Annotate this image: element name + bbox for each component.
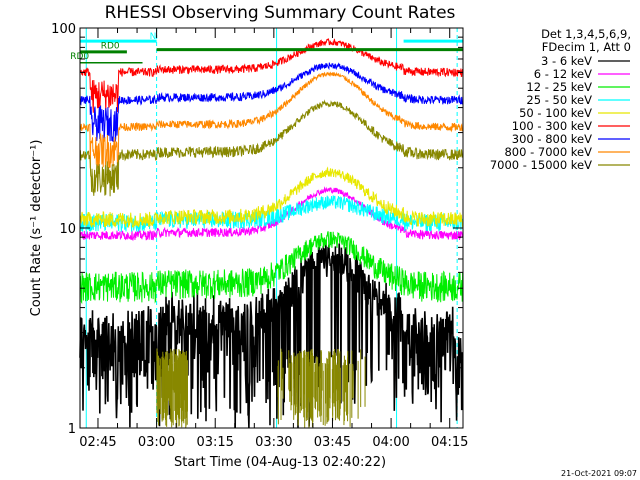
y-tick-label: 10 — [59, 222, 76, 237]
legend-label: 12 - 25 keV — [526, 80, 592, 94]
x-tick-label: 03:15 — [196, 435, 233, 450]
x-tick-label: 03:30 — [255, 435, 292, 450]
legend-label: 300 - 800 keV — [512, 132, 592, 146]
x-tick-label: 02:45 — [79, 435, 116, 450]
legend-header-line1: Det 1,3,4,5,6,9, — [541, 27, 631, 41]
attenuator-label: RD0 — [101, 41, 120, 51]
x-axis-label: Start Time (04-Aug-13 02:40:22) — [174, 455, 386, 470]
x-tick-label: 04:00 — [372, 435, 409, 450]
legend-label: 25 - 50 keV — [526, 93, 592, 107]
x-tick-label: 04:15 — [431, 435, 468, 450]
series-line — [79, 99, 464, 197]
x-tick-label: 03:00 — [138, 435, 175, 450]
chart-title: RHESSI Observing Summary Count Rates — [105, 3, 456, 23]
series-line — [79, 166, 464, 229]
legend-header-line2: FDecim 1, Att 0 — [542, 40, 631, 54]
legend-label: 6 - 12 keV — [534, 67, 592, 81]
y-axis-label: Count Rate (s⁻¹ detector⁻¹) — [29, 140, 44, 317]
axes: 1 10 100 02:45 03:00 03:15 03:30 03:45 04:00 04:1… — [51, 22, 468, 450]
y-tick-label: 1 — [68, 422, 76, 437]
legend-label: 7000 - 15000 keV — [490, 158, 592, 172]
attenuator-label: N — [150, 32, 157, 42]
legend-label: 100 - 300 keV — [512, 119, 592, 133]
series-line — [79, 37, 464, 114]
legend-label: 800 - 7000 keV — [504, 145, 592, 159]
series-line — [79, 71, 464, 169]
legend-label: 3 - 6 keV — [541, 54, 592, 68]
series-line — [79, 186, 464, 242]
footer-date: 21-Oct-2021 09:07 — [561, 469, 637, 478]
y-tick-label: 100 — [51, 22, 76, 37]
series-line — [79, 231, 464, 305]
x-tick-label: 03:45 — [314, 435, 351, 450]
legend-label: 50 - 100 keV — [519, 106, 592, 120]
series-line — [79, 242, 464, 428]
series-line — [79, 62, 464, 143]
